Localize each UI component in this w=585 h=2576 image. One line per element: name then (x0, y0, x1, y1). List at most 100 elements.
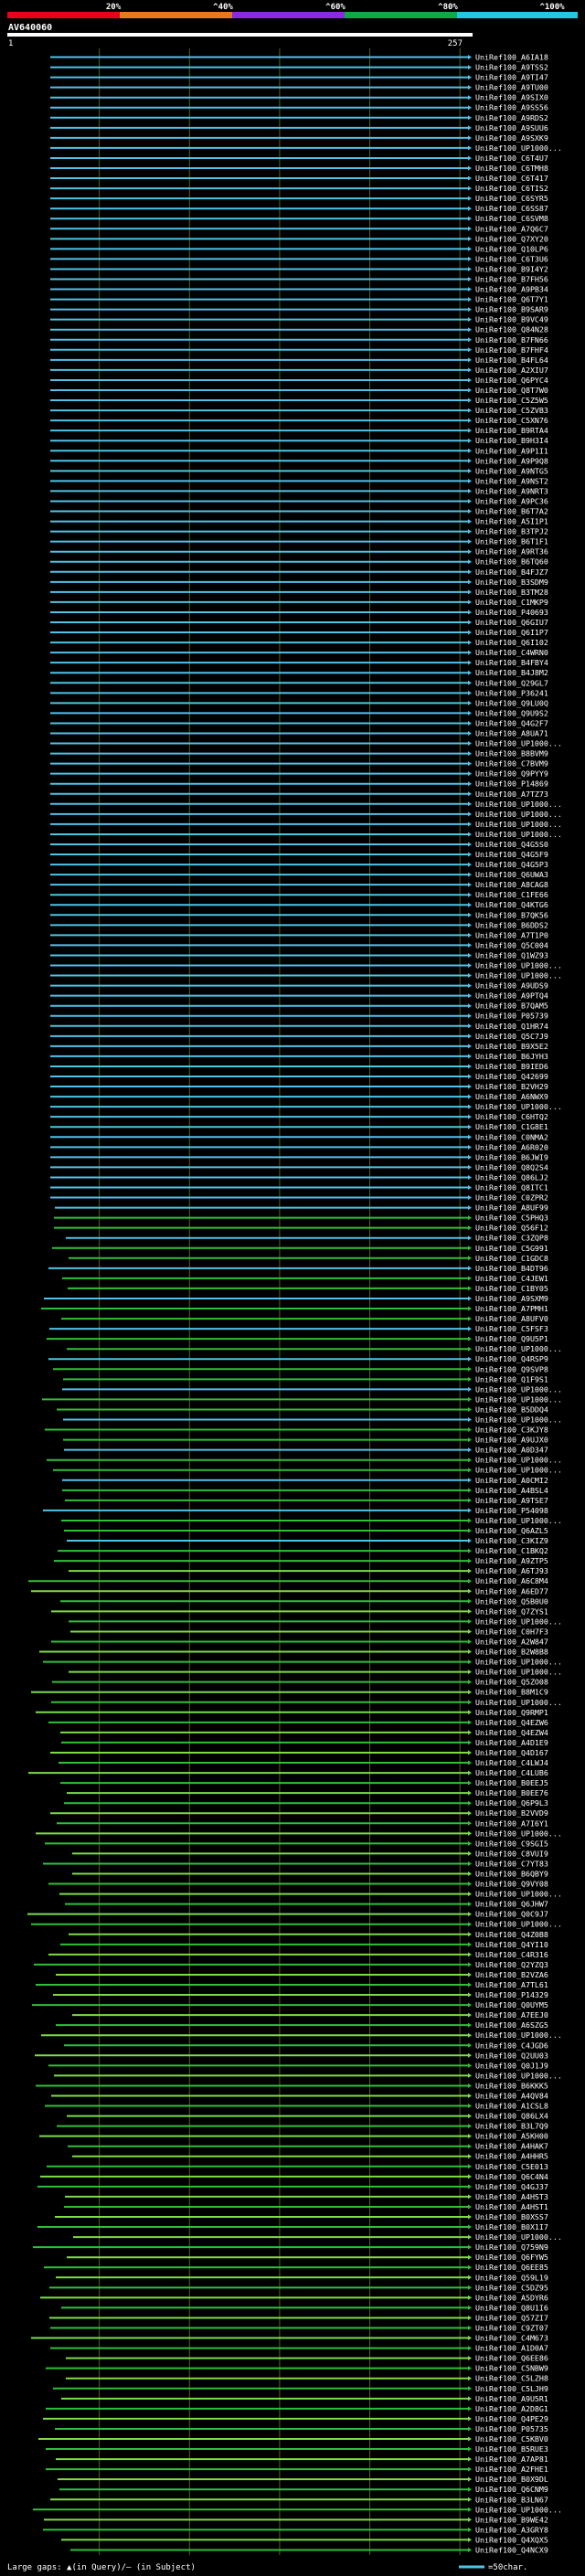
hit-label[interactable]: UniRef100_Q56F12 (475, 1224, 548, 1233)
hit-label[interactable]: UniRef100_B2VH29 (475, 1082, 548, 1091)
hit-label[interactable]: UniRef100_C1BKQ2 (475, 1546, 548, 1555)
hit-label[interactable]: UniRef100_B8M1C9 (475, 1688, 548, 1697)
hit-label[interactable]: UniRef100_UP1000... (475, 830, 562, 839)
hit-label[interactable]: UniRef100_Q4G5F9 (475, 850, 548, 859)
hit-label[interactable]: UniRef100_Q8Q2S4 (475, 1162, 548, 1171)
hit-label[interactable]: UniRef100_C8VUI9 (475, 1849, 548, 1858)
hit-label[interactable]: UniRef100_Q4D167 (475, 1748, 548, 1757)
hit-label[interactable]: UniRef100_A9P1I1 (475, 446, 548, 455)
hit-label[interactable]: UniRef100_P54098 (475, 1506, 548, 1515)
hit-label[interactable]: UniRef100_Q4XQX5 (475, 2535, 548, 2544)
hit-label[interactable]: UniRef100_Q7XY20 (475, 234, 548, 243)
hit-label[interactable]: UniRef100_B7QAM5 (475, 1002, 548, 1011)
hit-label[interactable]: UniRef100_A2D8G1 (475, 2404, 548, 2413)
hit-label[interactable]: UniRef100_A7AP81 (475, 2454, 548, 2464)
hit-label[interactable]: UniRef100_B9RTA4 (475, 426, 548, 435)
hit-label[interactable]: UniRef100_UP1000... (475, 1102, 562, 1111)
hit-label[interactable]: UniRef100_Q59L19 (475, 2273, 548, 2282)
hit-label[interactable]: UniRef100_A2FHE1 (475, 2465, 548, 2474)
hit-label[interactable]: UniRef100_A9ZTP5 (475, 1556, 548, 1565)
hit-label[interactable]: UniRef100_Q86LJ2 (475, 1172, 548, 1182)
hit-label[interactable]: UniRef100_P14329 (475, 1990, 548, 1999)
hit-label[interactable]: UniRef100_A9PC36 (475, 496, 548, 505)
hit-label[interactable]: UniRef100_UP1000... (475, 1466, 562, 1475)
hit-label[interactable]: UniRef100_B4FL64 (475, 355, 548, 365)
hit-label[interactable]: UniRef100_A9SXM9 (475, 1294, 548, 1303)
hit-label[interactable]: UniRef100_UP1000... (475, 800, 562, 809)
hit-label[interactable]: UniRef100_UP1000... (475, 1668, 562, 1677)
hit-label[interactable]: UniRef100_Q4YI10 (475, 1940, 548, 1949)
hit-label[interactable]: UniRef100_A4HHR5 (475, 2152, 548, 2161)
hit-label[interactable]: UniRef100_B3LN67 (475, 2495, 548, 2504)
hit-label[interactable]: UniRef100_B9I4Y2 (475, 264, 548, 273)
hit-label[interactable]: UniRef100_UP1000... (475, 1516, 562, 1525)
hit-label[interactable]: UniRef100_Q5C7J9 (475, 1032, 548, 1041)
hit-label[interactable]: UniRef100_A9NST2 (475, 476, 548, 485)
hit-label[interactable]: UniRef100_C6TMH8 (475, 164, 548, 173)
hit-label[interactable]: UniRef100_Q9SVP8 (475, 1364, 548, 1373)
hit-label[interactable]: UniRef100_UP1000... (475, 1698, 562, 1707)
hit-label[interactable]: UniRef100_Q8T7W0 (475, 386, 548, 395)
hit-label[interactable]: UniRef100_A3GRY8 (475, 2525, 548, 2534)
hit-label[interactable]: UniRef100_A4HST1 (475, 2202, 548, 2211)
hit-label[interactable]: UniRef100_UP1000... (475, 810, 562, 819)
hit-label[interactable]: UniRef100_C5NBW9 (475, 2364, 548, 2373)
hit-label[interactable]: UniRef100_C5FSF3 (475, 1324, 548, 1333)
hit-label[interactable]: UniRef100_A4HST3 (475, 2192, 548, 2201)
hit-label[interactable]: UniRef100_B2VVD9 (475, 1808, 548, 1818)
hit-label[interactable]: UniRef100_P36241 (475, 688, 548, 697)
hit-label[interactable]: UniRef100_Q6EE86 (475, 2354, 548, 2363)
hit-label[interactable]: UniRef100_A7TZ73 (475, 790, 548, 799)
hit-label[interactable]: UniRef100_C1FE66 (475, 890, 548, 899)
hit-label[interactable]: UniRef100_B4DT96 (475, 1264, 548, 1273)
hit-label[interactable]: UniRef100_A9NRT3 (475, 486, 548, 495)
hit-label[interactable]: UniRef100_B3TM28 (475, 588, 548, 597)
hit-label[interactable]: UniRef100_Q6T7Y1 (475, 295, 548, 304)
hit-label[interactable]: UniRef100_Q8U1I6 (475, 2303, 548, 2312)
hit-label[interactable]: UniRef100_A9U5R1 (475, 2394, 548, 2403)
hit-label[interactable]: UniRef100_Q5ZO08 (475, 1678, 548, 1687)
hit-label[interactable]: UniRef100_UP1000... (475, 1344, 562, 1353)
hit-label[interactable]: UniRef100_UP1000... (475, 2505, 562, 2514)
hit-label[interactable]: UniRef100_Q4NCX9 (475, 2545, 548, 2554)
hit-label[interactable]: UniRef100_UP1000... (475, 1920, 562, 1929)
hit-label[interactable]: UniRef100_A6IA18 (475, 53, 548, 62)
hit-label[interactable]: UniRef100_B9WE42 (475, 2515, 548, 2524)
hit-label[interactable]: UniRef100_B6JYH3 (475, 1052, 548, 1061)
hit-label[interactable]: UniRef100_Q1WZ93 (475, 950, 548, 959)
hit-label[interactable]: UniRef100_A4HAK7 (475, 2142, 548, 2151)
hit-label[interactable]: UniRef100_C5LZH8 (475, 2374, 548, 2383)
hit-label[interactable]: UniRef100_C5LJH9 (475, 2384, 548, 2393)
hit-label[interactable]: UniRef100_B9H3I4 (475, 436, 548, 445)
hit-label[interactable]: UniRef100_A9RDS2 (475, 113, 548, 122)
hit-label[interactable]: UniRef100_B3SDM9 (475, 578, 548, 587)
hit-label[interactable]: UniRef100_A7TL61 (475, 1980, 548, 1989)
hit-label[interactable]: UniRef100_C4JGD6 (475, 2041, 548, 2050)
hit-label[interactable]: UniRef100_Q6EE85 (475, 2263, 548, 2272)
hit-label[interactable]: UniRef100_A4QV84 (475, 2091, 548, 2100)
hit-label[interactable]: UniRef100_C4R316 (475, 1950, 548, 1959)
hit-label[interactable]: UniRef100_A7T1P0 (475, 930, 548, 939)
hit-label[interactable]: UniRef100_C6SYR5 (475, 194, 548, 203)
hit-label[interactable]: UniRef100_UP1000... (475, 1617, 562, 1626)
hit-label[interactable]: UniRef100_C5PHQ3 (475, 1214, 548, 1223)
hit-label[interactable]: UniRef100_Q5C004 (475, 940, 548, 949)
hit-label[interactable]: UniRef100_Q0J1J9 (475, 2061, 548, 2070)
hit-label[interactable]: UniRef100_A2W847 (475, 1637, 548, 1646)
hit-label[interactable]: UniRef100_C4LUB6 (475, 1768, 548, 1777)
hit-label[interactable]: UniRef100_Q9PYY9 (475, 769, 548, 779)
hit-label[interactable]: UniRef100_Q1F9S1 (475, 1374, 548, 1383)
hit-label[interactable]: UniRef100_A9UDS9 (475, 981, 548, 991)
hit-label[interactable]: UniRef100_Q4EZW6 (475, 1718, 548, 1727)
hit-label[interactable]: UniRef100_A2XIU7 (475, 366, 548, 375)
hit-label[interactable]: UniRef100_C6HTQ2 (475, 1112, 548, 1121)
hit-label[interactable]: UniRef100_B7FN66 (475, 335, 548, 345)
hit-label[interactable]: UniRef100_B4FJZ7 (475, 567, 548, 577)
hit-label[interactable]: UniRef100_Q4RSP9 (475, 1354, 548, 1363)
hit-label[interactable]: UniRef100_C4JEW1 (475, 1274, 548, 1283)
hit-label[interactable]: UniRef100_A1CSL8 (475, 2102, 548, 2111)
hit-label[interactable]: UniRef100_B2VZA6 (475, 1970, 548, 1979)
hit-label[interactable]: UniRef100_P05739 (475, 1012, 548, 1021)
hit-label[interactable]: UniRef100_A7I6Y1 (475, 1818, 548, 1828)
hit-label[interactable]: UniRef100_C9ZT07 (475, 2324, 548, 2333)
